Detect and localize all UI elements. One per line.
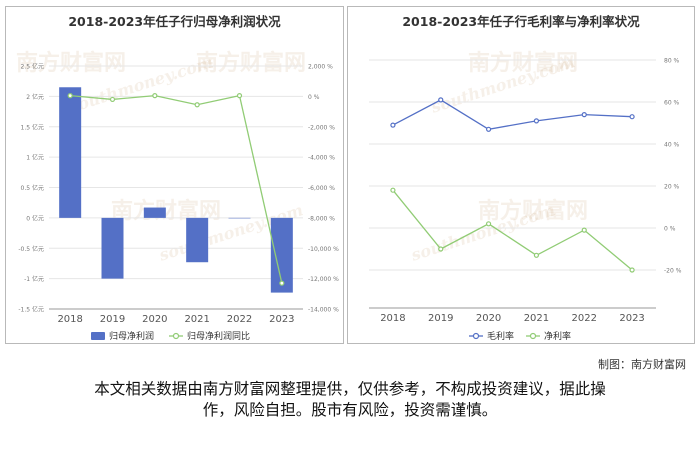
legend-label: 净利率 — [544, 330, 571, 342]
bar — [270, 217, 293, 293]
x-tick-label: 2019 — [428, 313, 453, 324]
y-left-tick-label: 2 亿元 — [26, 93, 44, 101]
x-tick-label: 2018 — [380, 313, 405, 324]
y-left-tick-label: 2.5 亿元 — [21, 63, 44, 71]
disclaimer-line-2: 作，风险自担。股市有风险，投资需谨慎。 — [202, 401, 498, 419]
series-point — [390, 122, 396, 128]
y-right-tick-label: -4,000 % — [308, 155, 335, 162]
series-point — [581, 111, 587, 118]
series-point — [485, 221, 492, 227]
y-right-tick-label: -6,000 % — [308, 185, 335, 192]
series-point — [533, 118, 540, 124]
chart-credit: 制图：南方财富网 — [598, 358, 686, 371]
y-right-tick-label: 80 % — [664, 58, 680, 65]
bar — [186, 217, 209, 263]
legend-label: 归母净利润 — [109, 330, 154, 342]
y-left-tick-label: 1.5 亿元 — [21, 123, 44, 131]
yoy-point — [109, 96, 116, 103]
y-right-tick-label: -20 % — [664, 268, 682, 275]
series-point — [629, 114, 635, 120]
y-left-tick-label: -1.5 亿元 — [18, 306, 44, 314]
bar — [59, 87, 82, 218]
y-right-tick-label: -2,000 % — [308, 124, 335, 131]
y-right-tick-label: 0 % — [664, 226, 676, 233]
legend-line-marker — [172, 332, 180, 340]
series-line — [392, 99, 633, 130]
chart-title: 2018-2023年任子行归母净利润状况 — [68, 14, 281, 29]
x-tick-label: 2020 — [142, 314, 167, 325]
margin-chart-panel: 2018-2023年任子行毛利率与净利率状况 南方财富网 southmoney.… — [347, 6, 695, 344]
x-tick-label: 2023 — [269, 314, 294, 325]
series-point — [438, 246, 444, 252]
series-point — [533, 252, 540, 258]
legend-bar-swatch — [91, 332, 105, 340]
yoy-line — [70, 94, 283, 284]
yoy-point — [279, 280, 285, 286]
x-tick-label: 2022 — [227, 314, 252, 325]
margin-chart: 80 % 60 % 40 % 20 % 0 % -20 % 2018 2019 2020 2021… — [369, 58, 682, 342]
x-tick-label: 2019 — [100, 314, 125, 325]
disclaimer-line-1: 本文相关数据由南方财富网整理提供，仅供参考，不构成投资建议，据此操 — [94, 380, 606, 398]
bar — [143, 207, 166, 218]
chart-title: 2018-2023年任子行毛利率与净利率状况 — [402, 14, 640, 29]
y-left-tick-label: 1 亿元 — [26, 154, 44, 162]
disclaimer: 本文相关数据由南方财富网整理提供，仅供参考，不构成投资建议，据此操 作，风险自担… — [0, 379, 700, 421]
series-point — [438, 97, 444, 103]
y-right-tick-label: -10,000 % — [308, 246, 339, 253]
x-tick-label: 2021 — [184, 314, 209, 325]
series-point — [629, 267, 635, 273]
x-tick-label: 2018 — [57, 314, 82, 325]
legend-label: 归母净利润同比 — [187, 330, 250, 342]
y-left-tick-label: -0.5 亿元 — [18, 245, 44, 253]
legend-line-marker — [472, 332, 480, 340]
x-tick-label: 2020 — [476, 313, 501, 324]
y-right-tick-label: -8,000 % — [308, 215, 335, 222]
y-right-tick-label: -12,000 % — [308, 276, 339, 283]
x-tick-label: 2022 — [572, 313, 597, 324]
bar — [228, 217, 251, 219]
y-right-tick-label: -14,000 % — [308, 307, 339, 314]
legend-label: 毛利率 — [487, 330, 514, 342]
yoy-point — [152, 93, 158, 99]
y-left-tick-label: 0.5 亿元 — [21, 184, 44, 192]
y-right-tick-label: 20 % — [664, 184, 680, 191]
y-left-tick-label: 0 亿元 — [26, 214, 44, 222]
bar — [101, 217, 124, 279]
y-right-tick-label: 40 % — [664, 142, 680, 149]
net-profit-chart-panel: 2018-2023年任子行归母净利润状况 南方财富网 南方财富网 southmo… — [5, 6, 344, 344]
yoy-point — [194, 102, 200, 108]
series-point — [581, 227, 587, 233]
y-right-tick-label: 2,000 % — [308, 64, 333, 71]
series-point — [485, 126, 492, 132]
yoy-point — [67, 93, 73, 99]
y-right-tick-label: 0 % — [308, 94, 320, 101]
yoy-point — [236, 93, 243, 99]
net-profit-chart: 2.5 亿元 2 亿元 1.5 亿元 1 亿元 0.5 亿元 0 亿元 -0.5 亿元 -1 … — [18, 63, 339, 343]
series-point — [390, 187, 396, 193]
y-left-tick-label: -1 亿元 — [24, 275, 44, 283]
series-line — [392, 189, 633, 271]
y-right-tick-label: 60 % — [664, 100, 680, 107]
legend-line-marker — [529, 332, 537, 340]
x-tick-label: 2023 — [619, 313, 644, 324]
x-tick-label: 2021 — [524, 313, 549, 324]
